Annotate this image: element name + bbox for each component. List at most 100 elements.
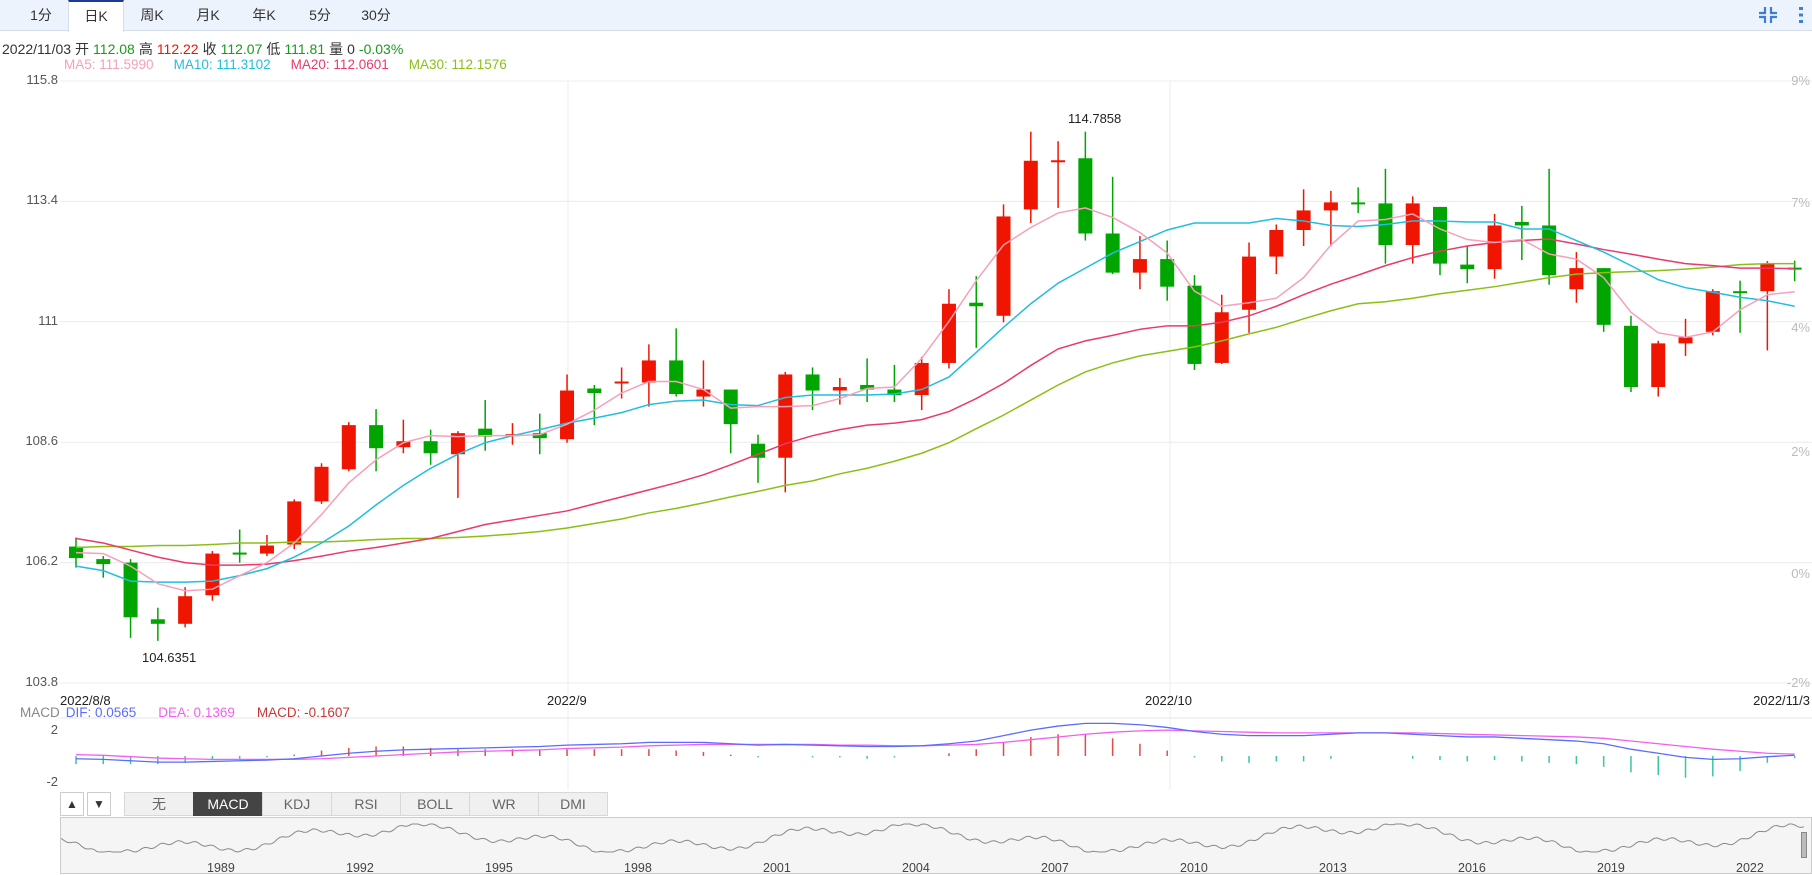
indicator-tab-kdj[interactable]: KDJ [262, 792, 332, 816]
ma20-line [75, 238, 1795, 566]
candle-body [1323, 202, 1338, 211]
right-tick-label: 9% [1791, 73, 1810, 88]
low-label: 低 [266, 41, 281, 57]
candle-body [396, 441, 411, 448]
candle [969, 276, 984, 348]
compress-icon[interactable] [1758, 5, 1778, 25]
navigator-year-label: 1989 [207, 861, 235, 875]
macd-y-tick: 2 [50, 722, 58, 737]
candle-body [805, 374, 820, 391]
candle [1296, 189, 1311, 247]
candle [1269, 224, 1284, 275]
range-navigator[interactable]: 1989 1992 1995 1998 2001 2004 2007 2010 2013 2016… [60, 817, 1812, 875]
candle-body [641, 360, 656, 383]
indicator-tab-dmi[interactable]: DMI [538, 792, 608, 816]
tab-monthly-k[interactable]: 月K [196, 7, 220, 23]
candle-body [450, 433, 465, 455]
dif-line [75, 722, 1795, 763]
open-label: 开 [75, 41, 90, 57]
candle [287, 499, 302, 550]
candle-body [914, 362, 929, 396]
candle [914, 356, 929, 411]
indicator-tab-rsi[interactable]: RSI [331, 792, 401, 816]
y-tick-label: 103.8 [25, 674, 58, 689]
candle-body [69, 546, 83, 559]
scroll-up-button[interactable]: ▲ [60, 792, 84, 816]
navigator-handle[interactable] [1801, 832, 1807, 858]
candle [396, 419, 411, 454]
tab-weekly-k[interactable]: 周K [140, 7, 164, 23]
y-tick-label: 106.2 [25, 553, 58, 568]
candle [205, 551, 220, 601]
ohlc-info-line: 2022/11/03 开 112.08 高 112.22 收 112.07 低 111.81 量 0… [2, 39, 407, 59]
candle [1023, 131, 1038, 223]
candle-body [1051, 160, 1066, 163]
high-label: 高 [138, 41, 153, 57]
ma5-line [75, 207, 1795, 592]
candle-body [1078, 158, 1093, 234]
candle [369, 409, 384, 472]
volume-value: 0 [347, 41, 355, 57]
max-price-label: 114.7858 [1068, 111, 1122, 126]
scroll-down-button[interactable]: ▼ [87, 792, 111, 816]
candle-body [1569, 268, 1584, 290]
close-label: 收 [202, 41, 217, 57]
ma30-legend: MA30: 112.1576 [408, 57, 507, 72]
candle-body [478, 428, 493, 437]
open-value: 112.08 [93, 41, 135, 57]
low-value: 111.81 [284, 41, 326, 57]
candle [1651, 340, 1666, 397]
candle-body [1760, 263, 1775, 292]
candle [751, 434, 765, 483]
tab-30min[interactable]: 30分 [361, 7, 391, 23]
candle [1351, 187, 1366, 213]
right-tick-label: 0% [1791, 566, 1810, 581]
candle [1487, 213, 1502, 279]
candle [1433, 206, 1447, 276]
candle [669, 328, 684, 397]
candle-body [696, 389, 711, 397]
navigator-year-label: 2004 [902, 861, 930, 875]
candle-body [614, 381, 629, 384]
tab-daily-k[interactable]: 日K [68, 0, 124, 32]
tab-1min[interactable]: 1分 [30, 7, 52, 23]
change-percent: -0.03% [358, 41, 404, 57]
period-tab-bar: 1分 日K 周K 月K 年K 5分 30分 [0, 0, 1812, 32]
candle-body [259, 545, 274, 554]
navigator-line [61, 823, 1805, 853]
indicator-tab-wr[interactable]: WR [469, 792, 539, 816]
right-tick-label: 4% [1791, 320, 1810, 335]
candle-body [587, 388, 602, 394]
indicator-tab-boll[interactable]: BOLL [400, 792, 470, 816]
volume-label: 量 [329, 41, 344, 57]
candle [1105, 176, 1120, 275]
candle-body [778, 374, 793, 458]
navigator-year-label: 2010 [1180, 861, 1208, 875]
candle [1132, 236, 1147, 290]
navigator-year-label: 2007 [1041, 861, 1069, 875]
y-tick-label: 115.8 [26, 72, 58, 87]
navigator-year-label: 2019 [1597, 861, 1625, 875]
candle [423, 429, 438, 465]
candle-body [560, 390, 575, 440]
tab-5min[interactable]: 5分 [309, 7, 331, 23]
candle-body [178, 596, 193, 624]
x-date-label: 2022/11/3 [1753, 693, 1810, 708]
candle [1705, 289, 1720, 336]
candle-body [1132, 259, 1147, 273]
x-date-label: 2022/9 [547, 693, 587, 708]
candle-body [1651, 343, 1666, 388]
high-value: 112.22 [156, 41, 199, 57]
more-vertical-icon[interactable] [1791, 5, 1811, 25]
candle-body [96, 559, 111, 565]
tab-yearly-k[interactable]: 年K [252, 7, 276, 23]
dea-legend: DEA: 0.1369 [158, 705, 235, 720]
macd-legend-name: MACD [20, 705, 60, 720]
candle [1514, 205, 1529, 261]
indicator-tab-none[interactable]: 无 [124, 792, 194, 816]
candle [1242, 242, 1257, 333]
navigator-year-label: 2022 [1736, 861, 1764, 875]
info-date: 2022/11/03 [2, 41, 72, 57]
indicator-tab-macd[interactable]: MACD [193, 792, 263, 816]
